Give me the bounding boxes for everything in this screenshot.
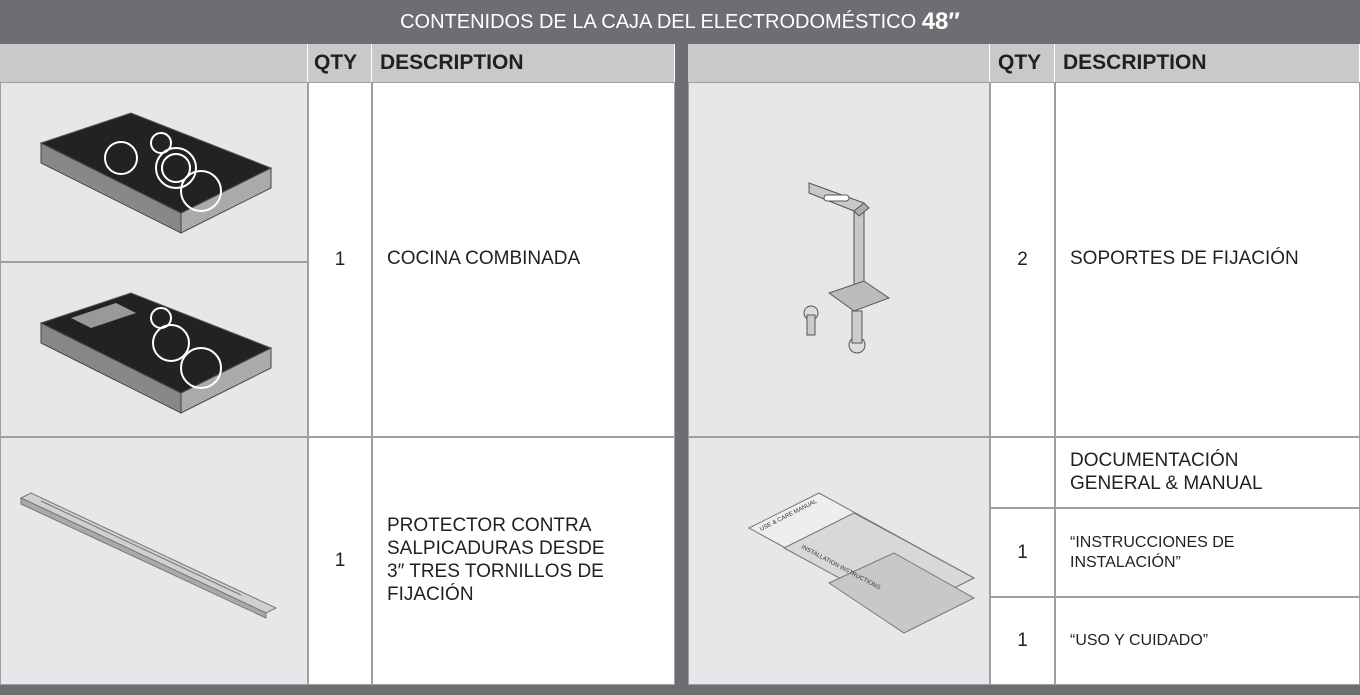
qty: 2 [990, 82, 1055, 437]
header-qty: QTY [308, 44, 372, 82]
title-size: 48′′ [921, 8, 960, 35]
qty [990, 437, 1055, 508]
header-blank [0, 44, 308, 82]
description: DOCUMENTACIÓN GENERAL & MANUAL [1055, 437, 1360, 508]
header-qty: QTY [990, 44, 1055, 82]
header-blank [688, 44, 990, 82]
description: PROTECTOR CONTRA SALPICADURAS DESDE 3″ T… [372, 437, 675, 685]
divider [675, 44, 688, 695]
title: CONTENIDOS DE LA CAJA DEL ELECTRODOMÉSTI… [400, 10, 917, 33]
bracket-drawing [803, 182, 891, 354]
backguard-image [0, 437, 308, 685]
qty: 1 [990, 597, 1055, 685]
cooktop-image [0, 262, 308, 437]
manuals-image: USE & CARE MANUAL INSTALLATION INSTRUCTI… [688, 437, 990, 685]
footer-bar [0, 685, 1360, 695]
description: “INSTRUCCIONES DE INSTALACIÓN” [1055, 508, 1360, 597]
qty: 1 [308, 82, 372, 437]
description: “USO Y CUIDADO” [1055, 597, 1360, 685]
qty: 1 [990, 508, 1055, 597]
backguard-drawing [19, 492, 278, 619]
description: SOPORTES DE FIJACIÓN [1055, 82, 1360, 437]
title-bar: CONTENIDOS DE LA CAJA DEL ELECTRODOMÉSTI… [0, 0, 1360, 44]
cooktop-image [0, 82, 308, 262]
cooktop-drawing [39, 112, 273, 234]
header-description: DESCRIPTION [372, 44, 675, 82]
cooktop-drawing [39, 292, 273, 414]
header-description: DESCRIPTION [1055, 44, 1360, 82]
description: COCINA COMBINADA [372, 82, 675, 437]
bracket-image [688, 82, 990, 437]
manuals-drawing: USE & CARE MANUAL INSTALLATION INSTRUCTI… [747, 492, 976, 634]
qty: 1 [308, 437, 372, 685]
